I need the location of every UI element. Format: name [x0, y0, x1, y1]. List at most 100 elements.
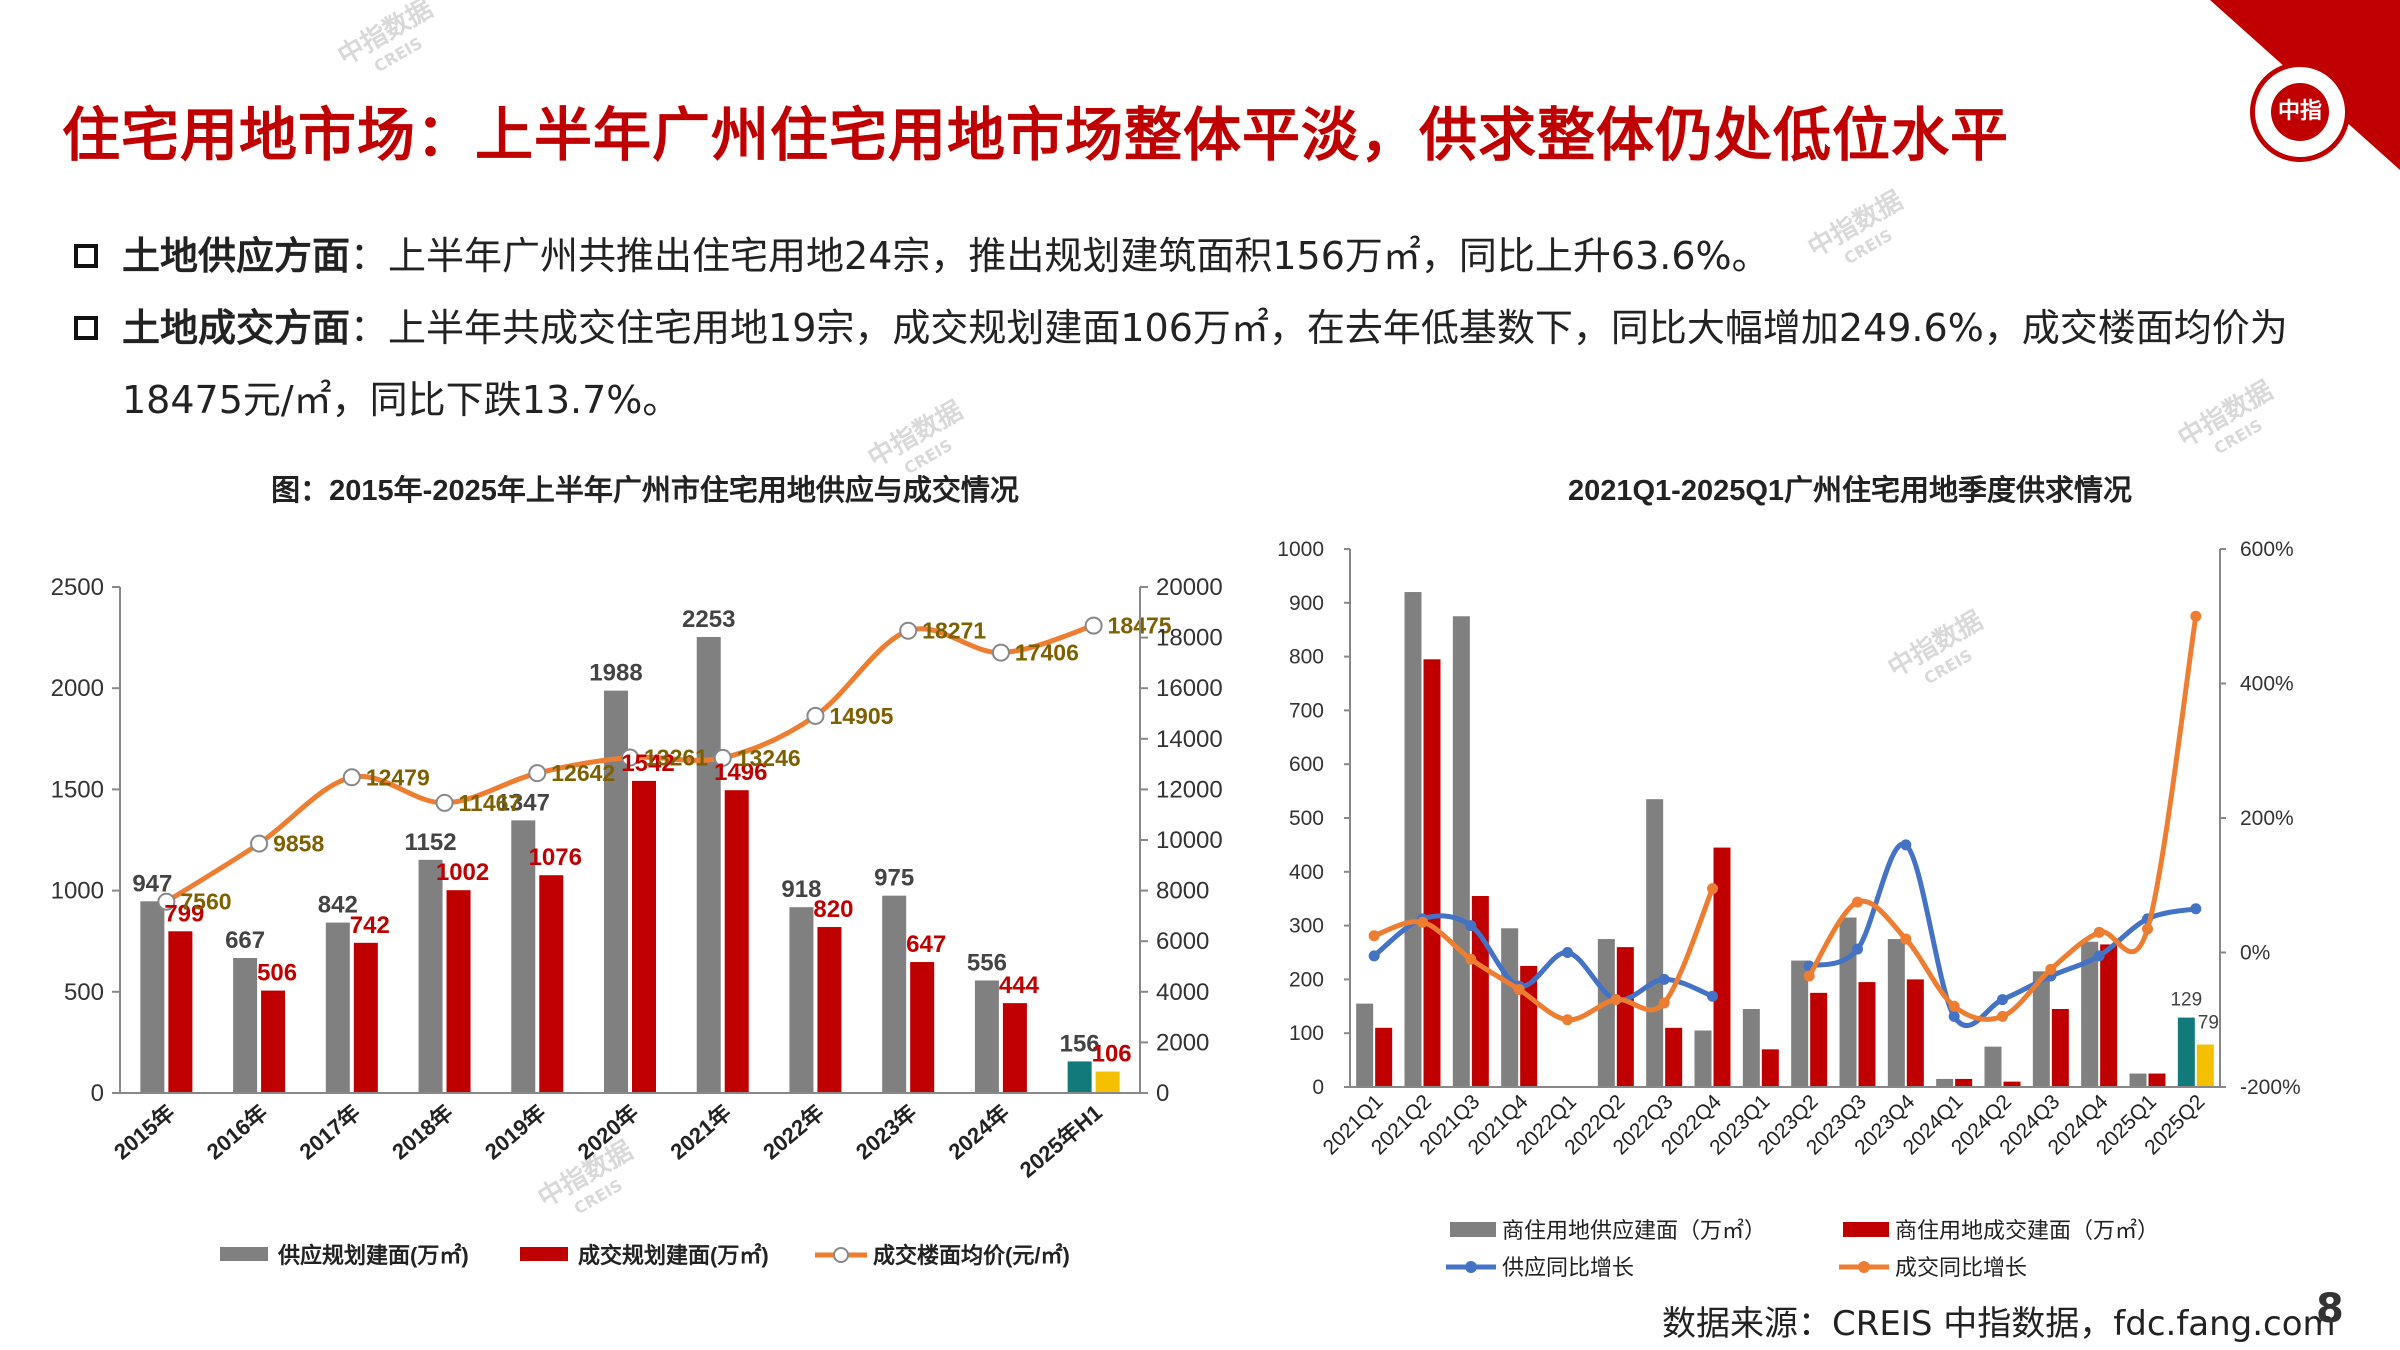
legend-label: 成交规划建面(万㎡) [578, 1243, 769, 1268]
chart-title: 2021Q1-2025Q1广州住宅用地季度供求情况 [1568, 473, 2132, 507]
data-label-supply: 947 [132, 870, 172, 897]
data-label-deal: 1076 [529, 844, 582, 871]
point-avg-price [342, 768, 361, 787]
bullet-deal: 土地成交方面：上半年共成交住宅用地19宗，成交规划建面106万㎡，在去年低基数下… [70, 292, 2330, 436]
line-supply-yoy [1372, 913, 1714, 1003]
bar-deal [1955, 1078, 1973, 1087]
x-tick-label: 2023年 [851, 1100, 921, 1165]
bar-deal [168, 931, 193, 1093]
bar-supply [1984, 1046, 2002, 1087]
bar-supply [2129, 1073, 2147, 1087]
x-tick-label: 2015年 [109, 1100, 179, 1165]
y-tick-label-right: 0 [1156, 1080, 1169, 1107]
y-tick-label-left: 0 [1312, 1076, 1324, 1099]
y-tick-label-right: 12000 [1156, 776, 1223, 803]
x-tick-label: 2018年 [387, 1100, 457, 1165]
bar-supply [1597, 939, 1615, 1087]
point-deal-yoy [1948, 1000, 1960, 1012]
y-tick-label-left: 300 [1289, 915, 1324, 938]
bar-supply [1452, 616, 1470, 1087]
bar-supply [1501, 928, 1519, 1087]
bar-deal [2003, 1081, 2021, 1087]
bar-supply [1742, 1008, 1760, 1087]
point-supply-yoy [1948, 1010, 1960, 1022]
point-avg-price [899, 621, 918, 640]
data-label-supply: 667 [225, 927, 265, 954]
point-avg-price [1084, 616, 1103, 635]
point-supply-yoy [1900, 839, 1912, 851]
x-tick-label: 2024年 [944, 1100, 1014, 1165]
point-deal-yoy [1368, 930, 1380, 942]
data-source: 数据来源：CREIS 中指数据，fdc.fang.com [1662, 1304, 2336, 1344]
point-deal-yoy [1997, 1010, 2008, 1022]
checkbox-square-icon [74, 244, 98, 268]
data-label-deal: 1542 [621, 750, 674, 777]
page-number: 8 [2316, 1286, 2344, 1332]
point-deal-yoy [1707, 883, 1718, 895]
data-label-supply: 842 [318, 892, 358, 919]
bar-supply [1887, 939, 1905, 1087]
bar-supply [882, 895, 907, 1093]
bar-supply [1067, 1061, 1092, 1093]
legend-label: 商住用地成交建面（万㎡） [1895, 1218, 2159, 1243]
bullet-text: ：上半年共成交住宅用地19宗，成交规划建面106万㎡，在去年低基数下，同比大幅增… [122, 306, 2288, 422]
academy-logo: 中指 [2250, 62, 2350, 162]
data-label-price: 12642 [551, 760, 615, 786]
y-tick-label-left: 500 [1289, 807, 1324, 830]
y-tick-label-left: 100 [1289, 1022, 1324, 1045]
x-tick-label: 2020年 [573, 1100, 643, 1165]
bar-deal [539, 875, 564, 1093]
y-tick-label-right: 400% [2240, 673, 2294, 696]
bar-deal [1810, 992, 1828, 1087]
data-label-deal: 799 [164, 900, 204, 927]
data-label-deal: 742 [350, 912, 390, 939]
point-supply-yoy [2093, 950, 2105, 962]
legend-label: 供应规划建面(万㎡) [277, 1243, 469, 1268]
bar-supply [1694, 1030, 1712, 1087]
point-avg-price [621, 748, 639, 767]
point-deal-yoy [2142, 923, 2153, 935]
x-tick-label: 2021年 [666, 1100, 736, 1165]
bar-supply [1839, 917, 1857, 1087]
y-tick-label-right: 0% [2240, 942, 2270, 965]
bar-supply [418, 859, 443, 1093]
point-avg-price [435, 793, 454, 812]
x-tick-label: 2025年H1 [1015, 1100, 1107, 1183]
bar-deal [1520, 965, 1538, 1087]
y-tick-label-right: 2000 [1156, 1029, 1209, 1056]
data-label-supply: 975 [874, 865, 914, 892]
data-label-supply: 556 [967, 949, 1007, 976]
bar-deal [1002, 1003, 1027, 1093]
point-deal-yoy [1465, 953, 1477, 965]
bar-supply [2177, 1017, 2195, 1087]
data-label-deal: 1002 [436, 859, 489, 886]
y-tick-label-left: 200 [1289, 968, 1324, 991]
data-label-price: 9858 [273, 831, 324, 857]
bar-deal [1423, 659, 1441, 1087]
y-tick-label-left: 600 [1289, 753, 1324, 776]
bar-deal [1906, 979, 1924, 1087]
point-avg-price [528, 764, 547, 783]
point-supply-yoy [1852, 943, 1863, 955]
bar-deal [1761, 1049, 1779, 1087]
data-label-price: 17406 [1015, 640, 1079, 666]
y-tick-label-left: 2500 [51, 574, 104, 601]
y-tick-label-left: 800 [1289, 646, 1324, 669]
point-supply-yoy [1707, 990, 1718, 1002]
point-supply-yoy [1465, 920, 1477, 932]
y-tick-label-left: 700 [1289, 699, 1324, 722]
y-tick-label-left: 2000 [51, 675, 104, 702]
bar-supply [696, 636, 721, 1093]
data-label-deal: 820 [813, 896, 853, 923]
y-tick-label-right: 14000 [1156, 726, 1223, 753]
data-label-supply: 1152 [405, 829, 457, 856]
point-supply-yoy [1658, 973, 1670, 985]
chart-title: 图：2015年-2025年上半年广州市住宅用地供应与成交情况 [271, 473, 1019, 507]
legend-label: 商住用地供应建面（万㎡） [1502, 1218, 1766, 1243]
bar-deal [1665, 1027, 1683, 1087]
data-label-deal: 1496 [714, 759, 767, 786]
legend-label: 成交同比增长 [1895, 1255, 2027, 1280]
y-tick-label-left: 1500 [51, 776, 104, 803]
point-deal-yoy [1658, 997, 1670, 1009]
legend-label: 成交楼面均价(元/㎡) [873, 1243, 1070, 1268]
